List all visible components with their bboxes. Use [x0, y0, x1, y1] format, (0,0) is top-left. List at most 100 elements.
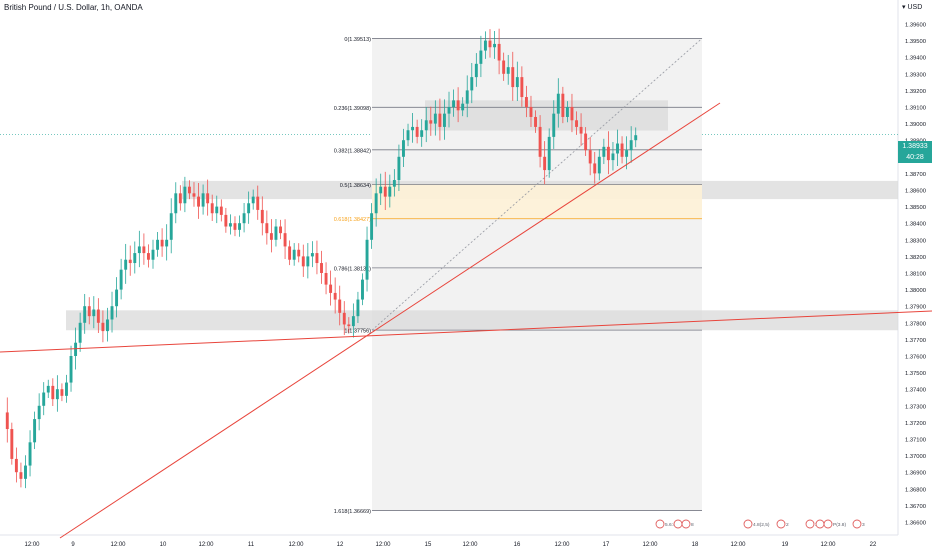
candle-body [424, 120, 428, 131]
candle-body [511, 67, 515, 88]
price-tick-19: 1.37700 [905, 338, 926, 344]
price-tick-6: 1.39000 [905, 122, 926, 128]
candle-body [565, 107, 569, 117]
candle-body [151, 249, 155, 260]
price-axis[interactable]: 1.39600 1.39500 1.39400 1.39300 1.39200 1.391… [905, 23, 926, 527]
candle-body [14, 458, 18, 473]
candle-body [215, 206, 219, 214]
currency-menu[interactable]: ▾ USD [902, 3, 922, 11]
candle-body [392, 180, 396, 187]
candle-body [310, 253, 314, 257]
event-flag-icon [681, 519, 691, 529]
price-tick-29: 1.36700 [905, 504, 926, 510]
candle-body [588, 150, 592, 164]
fib-label-5: 0.786(1.38131) [334, 266, 371, 272]
candle-body [51, 385, 55, 400]
candle-body [228, 223, 232, 227]
event-flag-icon [805, 519, 815, 529]
time-tick-19: 22 [870, 542, 877, 548]
price-tick-24: 1.37200 [905, 421, 926, 427]
golden-zone [372, 184, 702, 219]
candle-body [442, 113, 446, 127]
candle-body [538, 126, 542, 157]
event-label-4: 2 [786, 522, 789, 528]
candle-body [206, 193, 210, 204]
candle-body [333, 292, 337, 300]
candle-body [488, 40, 492, 48]
time-tick-11: 16 [514, 542, 521, 548]
candle-body [606, 146, 610, 161]
candle-body [106, 319, 109, 332]
time-axis[interactable]: 12:00 9 12:00 10 12:00 11 12:00 12 12:00 15 12:00 1… [24, 542, 877, 548]
candle-body [634, 135, 638, 141]
last-price-badge: 1.38933 40:28 [898, 141, 932, 163]
trendlines[interactable] [0, 102, 932, 539]
candle-body [224, 214, 228, 227]
candle-body [629, 140, 633, 151]
sr-zone-1 [66, 310, 898, 331]
candle-body [543, 156, 547, 171]
candle-body [283, 233, 287, 247]
candle-body [279, 226, 282, 234]
time-tick-0: 12:00 [24, 542, 40, 548]
candle-body [133, 253, 137, 264]
candle-body [597, 156, 601, 174]
candle-body [251, 196, 255, 204]
candle-body [197, 196, 201, 207]
candle-body [602, 146, 606, 157]
time-tick-14: 12:00 [642, 542, 658, 548]
candle-body [247, 203, 251, 214]
candle-body [5, 412, 9, 430]
fib-trendline [371, 38, 703, 331]
fibonacci-retracement[interactable]: 0(1.39513) 0.236(1.39098) 0.382(1.38842) 0.… [66, 37, 898, 515]
economic-events[interactable]: 5.6:43184.8(2,5)233P(3.8)3 [655, 519, 865, 529]
time-tick-7: 12 [337, 542, 344, 548]
price-tick-13: 1.38300 [905, 238, 926, 244]
candle-body [502, 60, 506, 74]
candle-body [74, 342, 78, 356]
candle-body [611, 153, 615, 161]
price-tick-1: 1.39500 [905, 39, 926, 45]
rising-trendline [59, 102, 721, 539]
chart-title: British Pound / U.S. Dollar, 1h, OANDA [4, 3, 143, 12]
event-flag-icon [815, 519, 825, 529]
event-flag-icon [655, 519, 665, 529]
candle-body [411, 126, 415, 131]
candle-body [347, 324, 351, 327]
sr-zone-2 [425, 100, 668, 131]
candle-body [42, 392, 46, 406]
candle-body [233, 223, 237, 230]
candle-body [338, 299, 342, 313]
time-tick-10: 12:00 [462, 542, 478, 548]
fib-label-7: 1.618(1.36669) [334, 509, 371, 515]
price-tick-21: 1.37500 [905, 371, 926, 377]
time-tick-15: 18 [692, 542, 699, 548]
candle-body [320, 263, 323, 273]
candle-body [529, 107, 533, 117]
candle-body [297, 249, 301, 257]
candle-body [160, 239, 164, 247]
candle-body [33, 419, 37, 443]
time-tick-8: 12:00 [375, 542, 391, 548]
candle-body [474, 63, 478, 78]
candle-body [402, 140, 405, 157]
price-tick-4: 1.39200 [905, 89, 926, 95]
candle-body [620, 143, 624, 157]
time-tick-13: 17 [603, 542, 610, 548]
candle-body [119, 269, 123, 290]
candle-body [420, 130, 424, 137]
candle-body [78, 322, 82, 343]
price-tick-0: 1.39600 [905, 23, 926, 29]
candle-body [524, 97, 528, 107]
candle-body [625, 150, 629, 157]
candle-body [183, 186, 187, 204]
candle-body [115, 289, 119, 307]
candle-body [219, 206, 223, 215]
candle-body [92, 309, 96, 317]
candle-body [456, 100, 460, 111]
candle-body [470, 77, 474, 91]
candle-body [506, 67, 510, 74]
candle-body [438, 113, 442, 127]
event-flag-icon [673, 519, 683, 529]
